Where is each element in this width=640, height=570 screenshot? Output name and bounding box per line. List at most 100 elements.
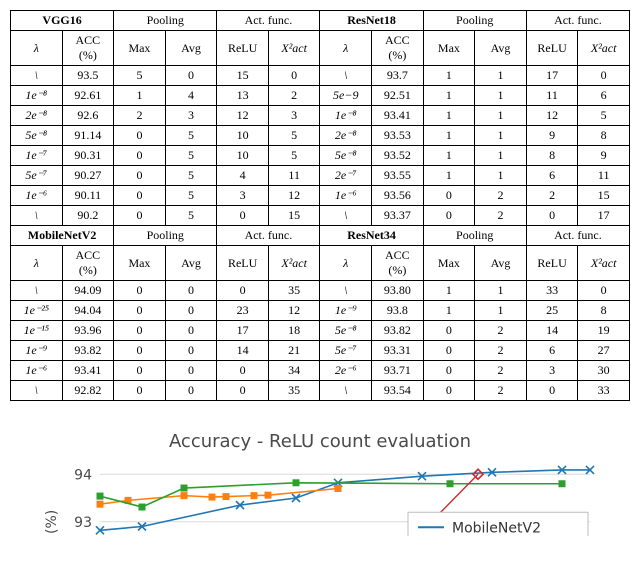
data-cell: 15 — [578, 186, 630, 206]
data-cell: \ — [320, 281, 372, 301]
data-cell: 1 — [475, 301, 527, 321]
subhdr: λ — [11, 246, 63, 281]
subhdr: ReLU — [217, 31, 269, 66]
data-cell: 1 — [423, 281, 475, 301]
data-cell: 0 — [165, 281, 217, 301]
subhdr: λ — [320, 246, 372, 281]
chart-svg: 9394MobileNetV2(%) — [40, 456, 600, 536]
data-cell: 5e⁻⁷ — [320, 341, 372, 361]
data-cell: 25 — [526, 301, 578, 321]
data-cell: 1 — [423, 106, 475, 126]
data-cell: 33 — [578, 381, 630, 401]
data-cell: 1 — [423, 146, 475, 166]
data-cell: 0 — [578, 66, 630, 86]
data-cell: 4 — [217, 166, 269, 186]
data-cell: 21 — [268, 341, 320, 361]
subhdr: ReLU — [217, 246, 269, 281]
data-cell: 10 — [217, 146, 269, 166]
data-cell: 1e⁻⁹ — [320, 301, 372, 321]
data-cell: 2 — [475, 186, 527, 206]
data-cell: 0 — [114, 146, 166, 166]
data-cell: 2e⁻⁸ — [320, 126, 372, 146]
data-cell: 13 — [217, 86, 269, 106]
table-row: \93.550150\93.711170 — [11, 66, 630, 86]
table-row: 1e⁻⁶93.41000342e⁻⁶93.7102330 — [11, 361, 630, 381]
data-cell: 9 — [526, 126, 578, 146]
data-cell: 93.8 — [372, 301, 424, 321]
data-cell: 0 — [578, 281, 630, 301]
data-cell: 5 — [268, 146, 320, 166]
data-cell: 0 — [114, 341, 166, 361]
data-cell: 3 — [268, 106, 320, 126]
table-row: 5e⁻⁷90.27054112e⁻⁷93.5511611 — [11, 166, 630, 186]
data-cell: 0 — [114, 381, 166, 401]
data-cell: 0 — [114, 186, 166, 206]
data-cell: 1 — [423, 66, 475, 86]
group-act: Act. func. — [526, 11, 629, 31]
data-cell: 1e⁻⁹ — [11, 341, 63, 361]
data-cell: 93.41 — [372, 106, 424, 126]
table-row: 1e⁻⁷90.31051055e⁻⁸93.521189 — [11, 146, 630, 166]
subhdr: ACC (%) — [62, 31, 114, 66]
data-cell: 92.82 — [62, 381, 114, 401]
data-cell: 5 — [114, 66, 166, 86]
data-cell: 1 — [475, 106, 527, 126]
data-cell: 93.7 — [372, 66, 424, 86]
model-name-right: ResNet18 — [320, 11, 423, 31]
data-cell: 18 — [268, 321, 320, 341]
data-cell: 0 — [217, 381, 269, 401]
data-cell: 17 — [578, 206, 630, 226]
data-cell: 0 — [114, 166, 166, 186]
data-cell: 1e⁻⁶ — [11, 186, 63, 206]
data-cell: 12 — [526, 106, 578, 126]
data-cell: 93.54 — [372, 381, 424, 401]
data-cell: 0 — [165, 341, 217, 361]
data-cell: 5e⁻⁸ — [11, 126, 63, 146]
data-cell: 93.82 — [62, 341, 114, 361]
data-cell: \ — [11, 66, 63, 86]
data-cell: \ — [11, 206, 63, 226]
subhdr: Avg — [475, 246, 527, 281]
table-row: \90.205015\93.3702017 — [11, 206, 630, 226]
data-cell: 14 — [217, 341, 269, 361]
subhdr: X²act — [578, 246, 630, 281]
data-cell: \ — [320, 381, 372, 401]
data-cell: 27 — [578, 341, 630, 361]
group-act: Act. func. — [217, 226, 320, 246]
data-cell: 0 — [217, 206, 269, 226]
data-cell: 1 — [475, 86, 527, 106]
data-cell: 92.6 — [62, 106, 114, 126]
data-cell: 0 — [114, 321, 166, 341]
data-cell: 12 — [268, 301, 320, 321]
subhdr: ACC (%) — [62, 246, 114, 281]
data-cell: 0 — [114, 206, 166, 226]
data-cell: 90.11 — [62, 186, 114, 206]
data-cell: 5e−9 — [320, 86, 372, 106]
data-cell: 93.80 — [372, 281, 424, 301]
subhdr: ACC (%) — [372, 31, 424, 66]
data-cell: 11 — [526, 86, 578, 106]
data-cell: 2 — [475, 206, 527, 226]
data-cell: 0 — [217, 361, 269, 381]
data-cell: 93.71 — [372, 361, 424, 381]
data-cell: 93.41 — [62, 361, 114, 381]
subhdr: X²act — [268, 246, 320, 281]
data-cell: 0 — [165, 321, 217, 341]
data-cell: 6 — [526, 341, 578, 361]
data-cell: 0 — [526, 206, 578, 226]
results-table: VGG16PoolingAct. func.ResNet18PoolingAct… — [10, 10, 630, 401]
data-cell: 2 — [475, 341, 527, 361]
data-cell: 0 — [217, 281, 269, 301]
data-cell: 2 — [526, 186, 578, 206]
data-cell: 19 — [578, 321, 630, 341]
data-cell: 1 — [475, 281, 527, 301]
table-row: \94.0900035\93.8011330 — [11, 281, 630, 301]
data-cell: 2 — [475, 321, 527, 341]
data-cell: 5 — [165, 206, 217, 226]
subhdr: λ — [11, 31, 63, 66]
data-cell: 0 — [114, 301, 166, 321]
data-cell: 15 — [268, 206, 320, 226]
data-cell: 93.55 — [372, 166, 424, 186]
data-cell: 12 — [268, 186, 320, 206]
data-cell: 0 — [165, 66, 217, 86]
